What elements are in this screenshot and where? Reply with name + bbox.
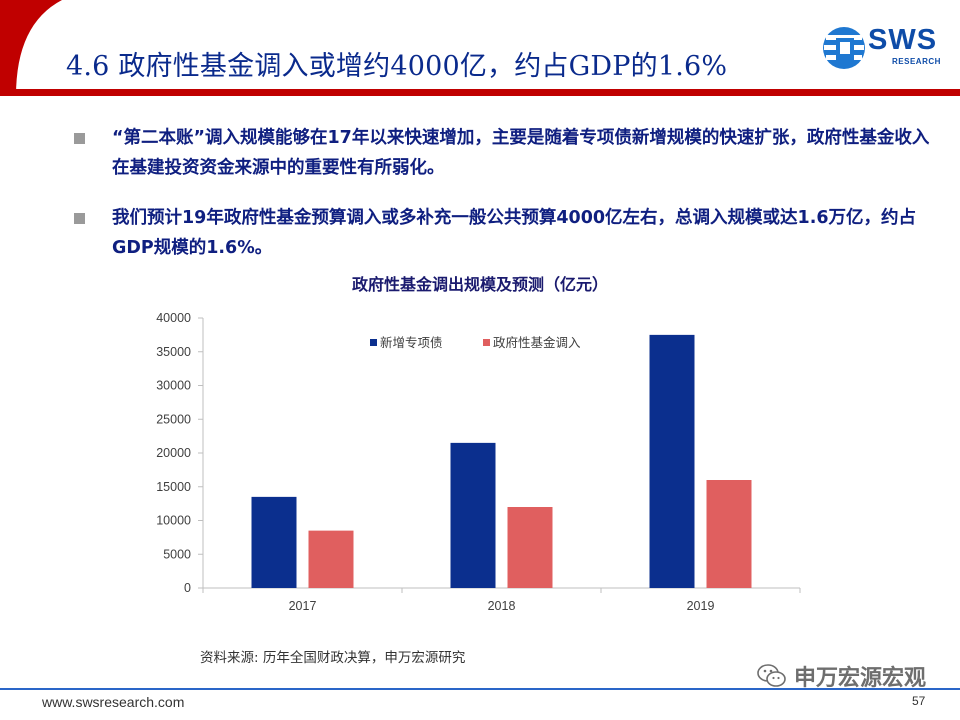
y-tick-label: 25000	[156, 412, 191, 426]
y-tick-label: 30000	[156, 379, 191, 393]
bullet-square-icon	[74, 213, 85, 224]
header-red-arc	[0, 0, 62, 96]
bar-special-bond	[649, 334, 695, 588]
chart-title: 政府性基金调出规模及预测（亿元）	[351, 275, 608, 294]
y-tick-label: 40000	[156, 311, 191, 325]
sws-logo-icon	[823, 27, 865, 69]
wechat-watermark: 申万宏源宏观	[756, 660, 926, 692]
bar-fund-transfer	[308, 530, 354, 588]
legend-label: 新增专项债	[380, 335, 443, 350]
bullet-text: 我们预计19年政府性基金预算调入或多补充一般公共预算4000亿左右，总调入规模或…	[112, 208, 917, 258]
y-tick-label: 15000	[156, 480, 191, 494]
bar-fund-transfer	[706, 480, 752, 588]
sws-logo: SWS RESEARCH	[822, 22, 946, 74]
bullet-text: “第二本账”调入规模能够在17年以来快速增加，主要是随着专项债新增规模的快速扩张…	[112, 128, 930, 178]
bullet-point: “第二本账”调入规模能够在17年以来快速增加，主要是随着专项债新增规模的快速扩张…	[74, 123, 934, 183]
legend-swatch	[370, 339, 377, 346]
y-tick-label: 35000	[156, 345, 191, 359]
legend-swatch	[483, 339, 490, 346]
y-tick-label: 10000	[156, 514, 191, 528]
y-tick-label: 5000	[163, 547, 191, 561]
x-tick-label: 2019	[687, 599, 715, 613]
wechat-icon	[757, 664, 786, 687]
source-note: 资料来源: 历年全国财政决算，申万宏源研究	[200, 650, 466, 666]
bar-special-bond	[251, 496, 297, 588]
page-number: 57	[912, 694, 926, 708]
logo-text: SWS	[868, 24, 938, 56]
legend-label: 政府性基金调入	[493, 335, 581, 350]
watermark-text: 申万宏源宏观	[794, 666, 927, 691]
header-divider	[0, 89, 960, 96]
bar-special-bond	[450, 442, 496, 588]
bullet-square-icon	[74, 133, 85, 144]
bar-fund-transfer	[507, 507, 553, 588]
footer-url[interactable]: www.swsresearch.com	[42, 694, 185, 710]
x-tick-label: 2018	[488, 599, 516, 613]
x-tick-label: 2017	[289, 599, 317, 613]
footer-divider	[0, 688, 960, 690]
logo-subtext: RESEARCH	[892, 57, 941, 66]
y-tick-label: 0	[184, 581, 191, 595]
y-tick-label: 20000	[156, 446, 191, 460]
bullet-point: 我们预计19年政府性基金预算调入或多补充一般公共预算4000亿左右，总调入规模或…	[74, 203, 934, 263]
slide-title: 4.6 政府性基金调入或增约4000亿，约占GDP的1.6%	[66, 51, 728, 82]
